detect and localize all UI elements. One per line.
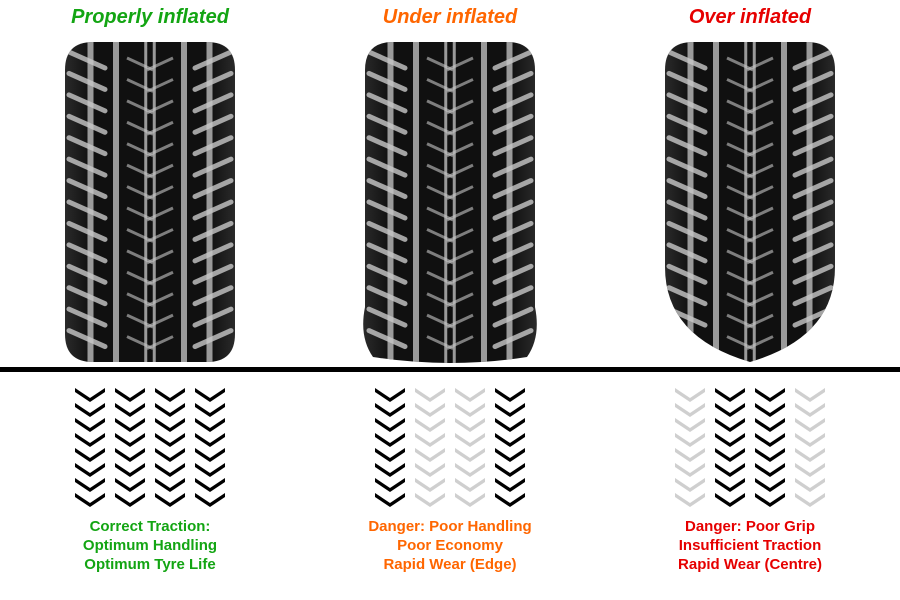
title-under: Under inflated [383, 0, 517, 37]
footer-line: Rapid Wear (Centre) [678, 556, 822, 575]
footer-under: Danger: Poor HandlingPoor EconomyRapid W… [368, 512, 531, 574]
col-over: Over inflated [600, 0, 900, 37]
footer-line: Danger: Poor Grip [678, 518, 822, 537]
footer-line: Rapid Wear (Edge) [368, 556, 531, 575]
footer-line: Poor Economy [368, 537, 531, 556]
infographic-container: Properly inflated Under inflated Over in… [0, 0, 900, 600]
title-proper: Properly inflated [71, 0, 229, 37]
footer-line: Danger: Poor Handling [368, 518, 531, 537]
footprint-row: Correct Traction:Optimum HandlingOptimum… [0, 372, 900, 574]
footprint-svg [670, 382, 830, 512]
tire-row [0, 37, 900, 367]
footprint-under [370, 382, 530, 512]
footer-line: Insufficient Traction [678, 537, 822, 556]
tire-svg [650, 37, 850, 367]
tire-under [300, 37, 600, 367]
col-under: Under inflated [300, 0, 600, 37]
footprint-proper [70, 382, 230, 512]
footer-line: Optimum Handling [83, 537, 217, 556]
tire-svg [350, 37, 550, 367]
col-proper: Properly inflated [0, 0, 300, 37]
footprint-svg [370, 382, 530, 512]
footer-line: Correct Traction: [83, 518, 217, 537]
footprint-over [670, 382, 830, 512]
title-row: Properly inflated Under inflated Over in… [0, 0, 900, 37]
footer-over: Danger: Poor GripInsufficient TractionRa… [678, 512, 822, 574]
title-over: Over inflated [689, 0, 811, 37]
tire-over [600, 37, 900, 367]
tire-svg [50, 37, 250, 367]
footer-line: Optimum Tyre Life [83, 556, 217, 575]
tire-proper [0, 37, 300, 367]
footprint-svg [70, 382, 230, 512]
footer-proper: Correct Traction:Optimum HandlingOptimum… [83, 512, 217, 574]
